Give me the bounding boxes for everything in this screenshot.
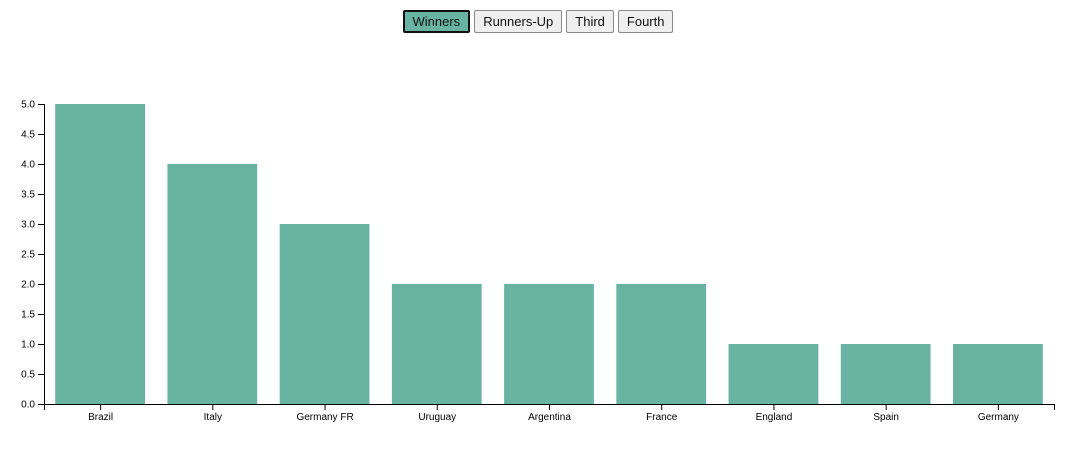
y-tick-label: 5.0 (21, 100, 35, 111)
bar-argentina (504, 284, 594, 404)
category-button-group: Winners Runners-Up Third Fourth (0, 10, 1076, 33)
bar-france (616, 284, 707, 404)
y-tick-label: 2.0 (21, 280, 35, 291)
y-tick-label: 3.5 (21, 190, 35, 201)
runners-up-button[interactable]: Runners-Up (474, 10, 563, 33)
x-tick-label: France (646, 412, 678, 423)
x-tick-label: Germany FR (296, 412, 353, 423)
third-button[interactable]: Third (566, 10, 614, 33)
x-tick-label: Germany (978, 412, 1019, 423)
y-tick-label: 2.5 (21, 250, 35, 261)
x-tick-label: Italy (204, 412, 222, 423)
y-tick-label: 1.5 (21, 310, 35, 321)
x-tick-label: Brazil (88, 412, 113, 423)
y-tick-label: 3.0 (21, 220, 35, 231)
bar-brazil (55, 104, 145, 404)
bar-england (728, 344, 819, 404)
x-tick-label: Uruguay (418, 412, 456, 423)
y-tick-label: 0.5 (21, 370, 35, 381)
bar-germany-fr (279, 224, 370, 404)
x-tick-label: England (756, 412, 793, 423)
x-tick-label: Spain (873, 412, 899, 423)
bar-italy (167, 164, 258, 404)
bar-spain (840, 344, 931, 404)
fourth-button[interactable]: Fourth (617, 10, 674, 33)
x-tick-label: Argentina (528, 412, 571, 423)
bar-germany (953, 344, 1043, 404)
y-tick-label: 0.0 (21, 400, 35, 411)
winners-button[interactable]: Winners (402, 10, 471, 33)
y-tick-label: 1.0 (21, 340, 35, 351)
y-tick-label: 4.0 (21, 160, 35, 171)
bar-uruguay (391, 284, 482, 404)
y-tick-label: 4.5 (21, 130, 35, 141)
